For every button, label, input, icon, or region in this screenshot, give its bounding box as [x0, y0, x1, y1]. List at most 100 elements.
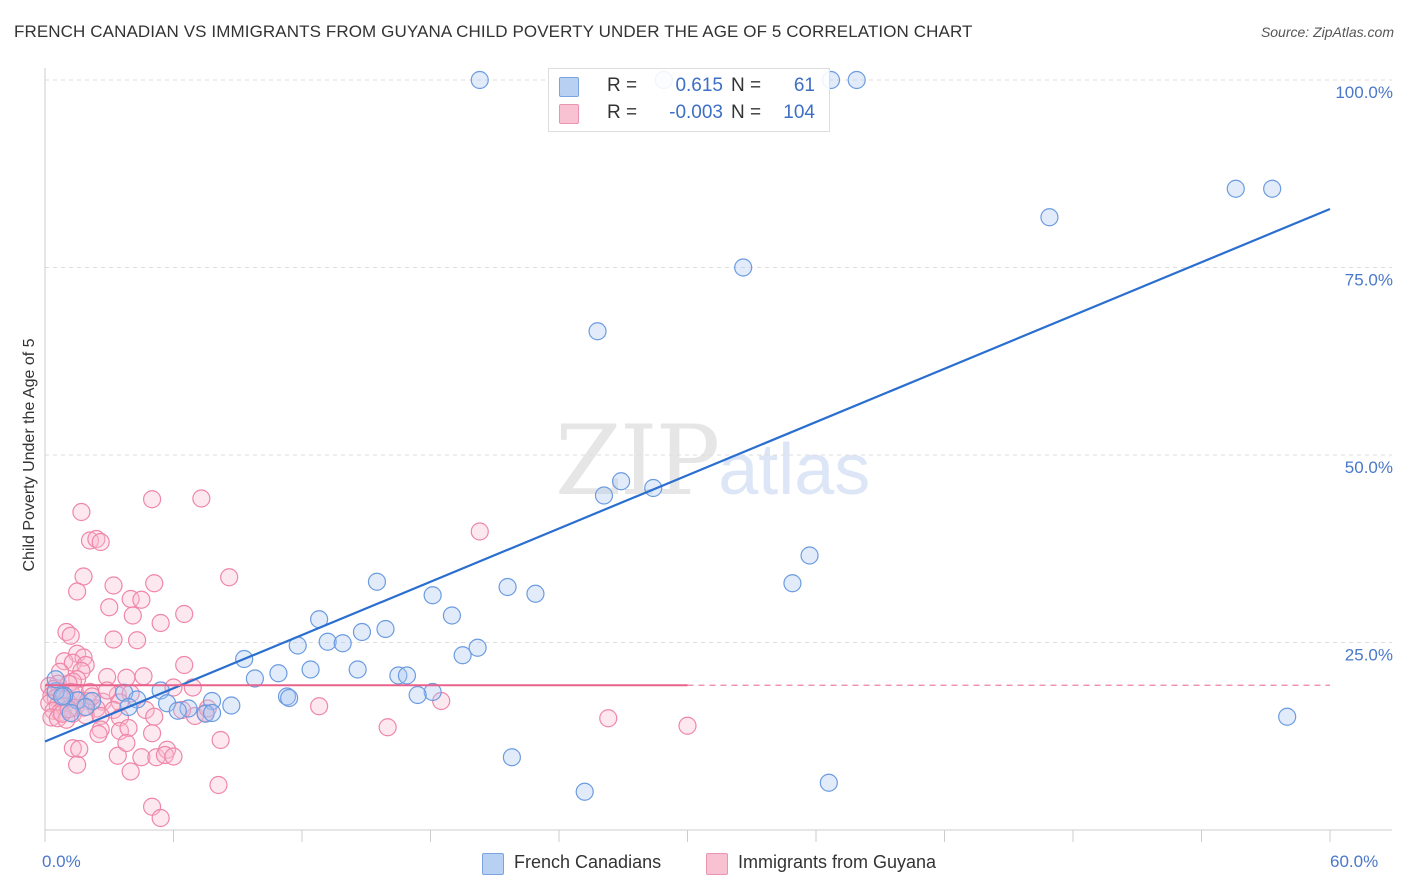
data-point [847, 70, 866, 90]
data-point [423, 586, 442, 605]
r-value: 0.615 [675, 75, 723, 96]
legend-label: Immigrants from Guyana [738, 852, 937, 872]
data-point [269, 664, 288, 683]
y-tick-label: 75.0% [1345, 271, 1393, 290]
data-point [594, 486, 614, 505]
data-point [222, 696, 241, 715]
data-point [1263, 179, 1282, 198]
x-tick-max: 60.0% [1330, 852, 1379, 871]
data-point [800, 546, 819, 565]
y-tick-labels: 25.0% 50.0% 75.0% 100.0% [1335, 83, 1393, 665]
axes [44, 68, 1392, 842]
data-point [145, 707, 164, 726]
data-point [61, 626, 80, 645]
data-point [526, 584, 545, 603]
n-value: 104 [783, 102, 815, 123]
series-immigrants-from-guyana [40, 489, 697, 828]
data-point [142, 724, 162, 743]
data-point [104, 576, 123, 595]
data-point [397, 666, 417, 685]
data-point [168, 701, 187, 720]
data-point [89, 724, 108, 744]
data-point [100, 598, 119, 617]
r-label: R = [607, 102, 638, 123]
data-point [678, 716, 697, 735]
data-point [1040, 208, 1059, 227]
data-point [310, 697, 329, 716]
data-point [175, 604, 194, 624]
data-point [74, 567, 93, 586]
data-point [367, 572, 387, 591]
data-point [72, 502, 91, 522]
data-point [423, 682, 442, 702]
blue-swatch [559, 77, 579, 97]
chart-title: FRENCH CANADIAN VS IMMIGRANTS FROM GUYAN… [14, 22, 973, 41]
data-point [151, 613, 170, 633]
r-label: R = [607, 75, 638, 96]
data-point [220, 568, 239, 587]
data-point [280, 688, 299, 708]
data-point [108, 746, 127, 765]
gridlines [45, 79, 1392, 643]
correlation-legend: R = 0.615 N = 61 R = -0.003 N = 104 [548, 68, 830, 132]
data-point [46, 670, 65, 689]
data-point [127, 631, 147, 650]
data-point [352, 622, 372, 642]
data-point [502, 748, 521, 767]
data-point [453, 646, 472, 665]
data-point [164, 747, 183, 766]
n-value: 61 [793, 75, 815, 96]
data-point [117, 733, 136, 753]
y-tick-label: 100.0% [1335, 83, 1393, 102]
series-french-canadians [46, 70, 1297, 801]
watermark-atlas: atlas [718, 430, 871, 510]
blue-swatch [482, 853, 504, 875]
data-point [117, 668, 136, 687]
data-point [819, 773, 838, 792]
y-tick-label: 50.0% [1345, 458, 1393, 477]
data-point [68, 755, 87, 774]
data-point [612, 472, 631, 491]
data-point [132, 590, 151, 609]
data-point [470, 70, 489, 90]
data-point [470, 522, 489, 541]
trend-line-french-canadians [44, 207, 1331, 743]
data-point [378, 718, 397, 737]
data-point [183, 678, 202, 697]
source-label: Source: ZipAtlas.com [1260, 24, 1394, 40]
n-label: N = [731, 102, 762, 123]
data-point [142, 490, 162, 509]
watermark-zip: ZIP [555, 405, 720, 517]
pink-swatch [559, 104, 579, 124]
data-point [53, 687, 72, 706]
data-point [145, 574, 164, 593]
data-point [157, 694, 177, 713]
data-point [123, 606, 142, 625]
data-point [192, 489, 211, 508]
data-point [132, 748, 151, 767]
data-point [783, 574, 802, 593]
data-point [134, 667, 153, 686]
data-point [42, 708, 61, 727]
data-point [468, 638, 487, 657]
data-point [74, 648, 93, 667]
data-point [68, 582, 87, 601]
data-point [245, 669, 264, 688]
data-point [588, 322, 607, 341]
data-point [408, 685, 427, 705]
n-label: N = [731, 75, 762, 96]
data-point [119, 718, 138, 738]
data-point [91, 532, 110, 552]
data-point [575, 782, 594, 801]
data-point [498, 577, 517, 597]
data-point [333, 634, 352, 653]
data-point [376, 619, 395, 639]
watermark: ZIPatlas [555, 405, 870, 517]
data-point [202, 703, 222, 723]
data-point [301, 660, 320, 679]
legend-label: French Canadians [514, 852, 662, 872]
data-point [70, 739, 89, 759]
data-point [121, 762, 140, 781]
y-tick-label: 25.0% [1345, 646, 1393, 665]
data-point [348, 660, 367, 679]
